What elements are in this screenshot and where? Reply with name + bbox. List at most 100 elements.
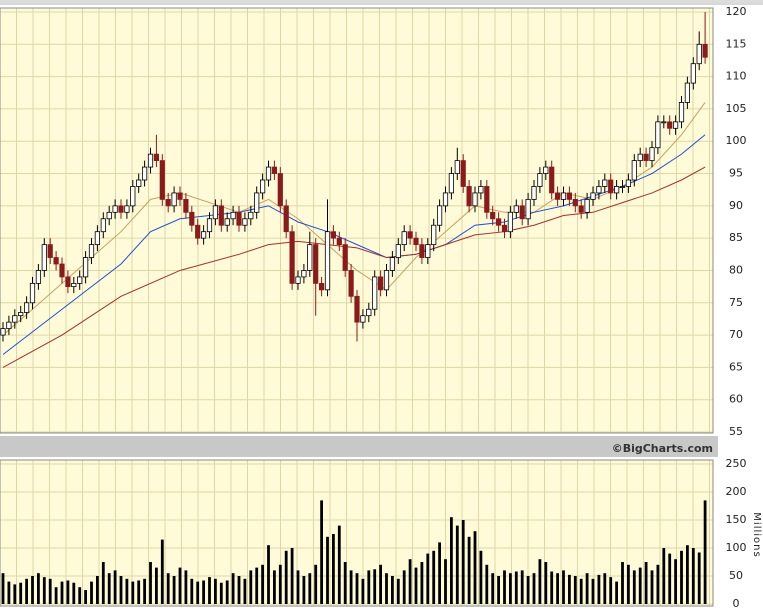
candle-body <box>59 263 65 278</box>
candle-body <box>389 257 396 271</box>
candle-body <box>661 121 667 124</box>
volume-bar <box>414 567 418 604</box>
y-tick-label: 50 <box>729 569 743 582</box>
volume-bar <box>420 562 424 604</box>
candle-body <box>631 160 637 181</box>
volume-bar <box>7 581 11 604</box>
volume-bar <box>585 573 589 604</box>
volume-bar <box>190 578 194 604</box>
candle-body <box>436 205 443 226</box>
candle-body <box>425 244 431 258</box>
volume-bar <box>155 567 158 604</box>
volume-bar <box>107 573 111 604</box>
candle-body <box>130 186 136 207</box>
volume-bar <box>131 581 135 604</box>
candle-body <box>224 218 230 226</box>
volume-bar <box>119 576 123 604</box>
candle-body <box>147 153 154 168</box>
candle-body <box>47 244 53 258</box>
candle-body <box>466 186 472 207</box>
volume-bar <box>373 569 377 604</box>
candle-body <box>230 211 236 220</box>
volume-bar <box>42 577 46 604</box>
candle-body <box>702 43 708 58</box>
volume-bar <box>455 525 459 604</box>
candle-body <box>71 282 77 288</box>
volume-bar <box>202 580 205 604</box>
candle-body <box>407 231 413 239</box>
y-tick-label: 80 <box>729 263 743 276</box>
volume-bar <box>290 548 294 604</box>
candle-body <box>519 205 525 220</box>
volume-bar <box>326 536 329 604</box>
candle-body <box>525 198 531 220</box>
volume-bar <box>627 564 630 604</box>
volume-bar <box>84 590 87 604</box>
volume-bar <box>526 576 530 604</box>
volume-bar <box>278 564 282 604</box>
volume-bar <box>296 570 300 604</box>
candle-body <box>495 218 502 226</box>
candle-body <box>684 82 691 103</box>
candle-body <box>6 321 12 330</box>
volume-bar <box>178 567 182 604</box>
volume-bar <box>302 576 306 604</box>
volume-bar <box>668 553 672 604</box>
volume-bar <box>166 573 170 604</box>
candle-body <box>100 218 106 233</box>
candle-body <box>53 257 59 265</box>
candle-body <box>141 166 148 181</box>
candle-body <box>543 166 549 174</box>
candle-body <box>18 312 24 317</box>
candle-body <box>348 270 354 297</box>
volume-bar <box>550 571 554 604</box>
volume-bar <box>532 573 536 604</box>
volume-bar <box>656 564 660 604</box>
candle-body <box>301 270 307 278</box>
candle-body <box>690 63 696 84</box>
candle-body <box>112 205 118 213</box>
y-tick-label: 75 <box>729 296 743 309</box>
candle-body <box>372 276 378 310</box>
y-tick-label: 70 <box>729 328 743 341</box>
volume-bar <box>225 580 229 604</box>
candle-body <box>590 192 596 200</box>
candle-body <box>454 160 460 174</box>
candle-body <box>395 244 401 258</box>
volume-bar <box>485 564 489 604</box>
top-strip <box>0 0 763 3</box>
candle-body <box>94 231 100 246</box>
volume-bar <box>438 542 441 604</box>
candle-body <box>667 121 673 129</box>
volume-bar <box>385 573 388 604</box>
y-tick-label: 90 <box>729 199 743 212</box>
volume-bar <box>703 500 707 604</box>
y-tick-label: 0 <box>733 597 740 610</box>
candle-body <box>313 244 319 284</box>
moving-average <box>2 102 706 336</box>
volume-bar <box>597 574 601 604</box>
volume-bar <box>48 578 52 604</box>
candle-body <box>259 179 266 194</box>
candle-body <box>507 211 514 233</box>
candle-body <box>366 308 372 317</box>
candle-body <box>283 205 289 233</box>
candle-body <box>354 295 360 323</box>
volume-bar <box>267 545 270 604</box>
candle-body <box>153 153 159 162</box>
candle-body <box>549 166 555 194</box>
plots: 55 60 65 70 75 80 85 90 95 100 105 110 115 120 0 50 100 1… <box>0 5 762 610</box>
candle-body <box>277 173 283 207</box>
candle-body <box>318 282 325 291</box>
volume-bar <box>13 584 17 604</box>
candle-body <box>165 198 171 207</box>
volume-bar <box>402 570 406 604</box>
candle-body <box>472 192 478 207</box>
y-tick-label: 60 <box>729 393 743 406</box>
volume-bar <box>137 580 141 604</box>
volume-bar <box>249 570 253 604</box>
candle-body <box>289 231 295 284</box>
candle-body <box>442 192 449 207</box>
volume-bar <box>544 562 548 604</box>
candle-body <box>248 211 254 220</box>
